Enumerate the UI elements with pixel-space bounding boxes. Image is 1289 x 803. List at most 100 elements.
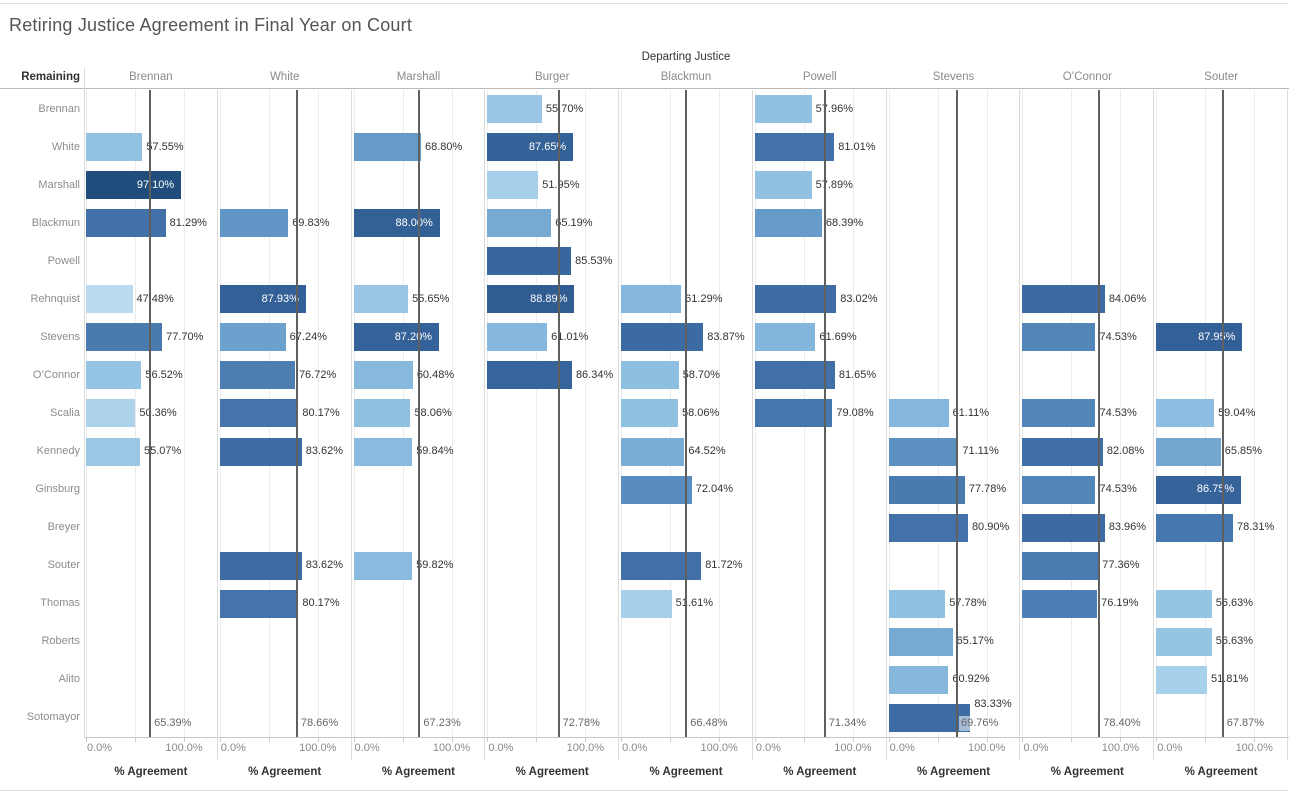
bar-white-stevens[interactable] — [219, 323, 286, 352]
column-header-white[interactable]: White — [269, 71, 300, 83]
row-header-marshall[interactable]: Marshall — [38, 178, 80, 191]
column-header-o-connor[interactable]: O’Connor — [1062, 71, 1112, 83]
bar-white-scalia[interactable] — [219, 399, 299, 428]
column-header-blackmun[interactable]: Blackmun — [660, 71, 712, 83]
bar-powell-rehnquist[interactable] — [754, 285, 837, 314]
bar-burger-brennan[interactable] — [487, 95, 542, 123]
reference-line-label: 66.48% — [688, 716, 730, 731]
bar-o-connor-souter[interactable] — [1022, 551, 1099, 580]
bar-o-connor-scalia[interactable] — [1022, 399, 1096, 428]
bar-o-connor-rehnquist[interactable] — [1022, 285, 1105, 314]
bar-marshall-souter[interactable] — [353, 551, 413, 580]
bar-white-kennedy[interactable] — [219, 437, 302, 466]
row-header-kennedy[interactable]: Kennedy — [36, 445, 80, 458]
bar-brennan-blackmun[interactable] — [86, 209, 166, 238]
bar-stevens-kennedy[interactable] — [888, 437, 959, 466]
bar-stevens-breyer[interactable] — [888, 513, 968, 542]
bar-white-blackmun[interactable] — [219, 209, 289, 238]
bar-powell-blackmun[interactable] — [754, 209, 822, 238]
row-header-rehnquist[interactable]: Rehnquist — [30, 292, 80, 305]
bar-souter-kennedy[interactable] — [1156, 437, 1221, 466]
bar-label: 80.17% — [302, 597, 340, 610]
row-header-alito[interactable]: Alito — [58, 673, 80, 686]
bar-blackmun-souter[interactable] — [621, 551, 702, 580]
bar-powell-marshall[interactable] — [754, 171, 812, 200]
bar-brennan-rehnquist[interactable] — [86, 285, 133, 314]
bar-stevens-alito[interactable] — [888, 665, 949, 694]
bar-brennan-scalia[interactable] — [86, 399, 136, 428]
bar-o-connor-thomas[interactable] — [1022, 589, 1098, 618]
bar-burger-blackmun[interactable] — [487, 209, 552, 238]
bar-souter-breyer[interactable] — [1156, 513, 1233, 542]
bar-marshall-white[interactable] — [353, 133, 421, 162]
bar-burger-rehnquist[interactable] — [487, 285, 575, 314]
bar-powell-o-connor[interactable] — [754, 361, 835, 390]
bar-powell-white[interactable] — [754, 133, 835, 162]
row-header-blackmun[interactable]: Blackmun — [31, 216, 80, 229]
bar-blackmun-scalia[interactable] — [621, 399, 678, 428]
row-header-powell[interactable]: Powell — [47, 254, 80, 267]
bar-marshall-blackmun[interactable] — [353, 209, 440, 238]
bar-stevens-scalia[interactable] — [888, 399, 949, 428]
row-header-o-connor[interactable]: O’Connor — [32, 368, 80, 381]
bar-marshall-scalia[interactable] — [353, 399, 411, 428]
bar-stevens-roberts[interactable] — [888, 627, 953, 656]
bar-powell-stevens[interactable] — [754, 323, 816, 352]
row-header-stevens[interactable]: Stevens — [40, 330, 80, 343]
bar-blackmun-stevens[interactable] — [621, 323, 704, 352]
bar-stevens-ginsburg[interactable] — [888, 475, 965, 504]
row-header-sotomayor[interactable]: Sotomayor — [26, 711, 80, 724]
bar-souter-stevens[interactable] — [1156, 323, 1243, 352]
bar-white-o-connor[interactable] — [219, 361, 295, 390]
row-header-scalia[interactable]: Scalia — [50, 407, 80, 419]
bar-burger-stevens[interactable] — [487, 323, 548, 352]
bar-blackmun-o-connor[interactable] — [621, 361, 679, 390]
bar-souter-ginsburg[interactable] — [1156, 475, 1242, 504]
column-header-burger[interactable]: Burger — [534, 71, 570, 83]
row-header-ginsburg[interactable]: Ginsburg — [35, 483, 80, 496]
bar-brennan-kennedy[interactable] — [86, 437, 140, 466]
bar-brennan-white[interactable] — [86, 133, 143, 162]
bar-powell-brennan[interactable] — [754, 95, 812, 123]
bar-label: 57.78% — [949, 597, 987, 610]
row-header-breyer[interactable]: Breyer — [47, 521, 80, 534]
bar-souter-roberts[interactable] — [1156, 627, 1212, 656]
column-header-souter[interactable]: Souter — [1204, 71, 1239, 83]
bar-o-connor-stevens[interactable] — [1022, 323, 1096, 352]
bar-o-connor-breyer[interactable] — [1022, 513, 1105, 542]
bar-white-rehnquist[interactable] — [219, 285, 306, 314]
row-header-thomas[interactable]: Thomas — [40, 597, 80, 610]
bar-label: 87.93% — [261, 292, 299, 305]
bar-brennan-marshall[interactable] — [86, 171, 182, 200]
row-header-roberts[interactable]: Roberts — [41, 635, 80, 648]
bar-souter-alito[interactable] — [1156, 665, 1207, 694]
reference-line-label: 78.66% — [298, 716, 341, 731]
bar-marshall-rehnquist[interactable] — [353, 285, 409, 314]
bar-brennan-o-connor[interactable] — [86, 361, 142, 390]
column-header-powell[interactable]: Powell — [802, 71, 837, 83]
column-header-stevens[interactable]: Stevens — [932, 71, 975, 83]
bar-marshall-o-connor[interactable] — [353, 361, 413, 390]
column-header-brennan[interactable]: Brennan — [129, 71, 173, 83]
bar-white-thomas[interactable] — [219, 589, 299, 618]
bar-souter-scalia[interactable] — [1156, 399, 1215, 428]
row-header-souter[interactable]: Souter — [47, 559, 80, 572]
bar-blackmun-kennedy[interactable] — [621, 437, 685, 466]
bar-blackmun-thomas[interactable] — [621, 589, 672, 618]
bar-marshall-kennedy[interactable] — [353, 437, 413, 466]
bar-blackmun-ginsburg[interactable] — [621, 475, 692, 504]
bar-o-connor-ginsburg[interactable] — [1022, 475, 1096, 504]
bar-marshall-stevens[interactable] — [353, 323, 439, 352]
bar-stevens-thomas[interactable] — [888, 589, 946, 618]
bar-burger-marshall[interactable] — [487, 171, 539, 200]
bar-burger-powell[interactable] — [487, 247, 572, 276]
row-header-brennan[interactable]: Brennan — [38, 102, 80, 115]
reference-line-powell — [823, 90, 826, 737]
column-header-marshall[interactable]: Marshall — [396, 71, 441, 83]
bar-powell-scalia[interactable] — [754, 399, 833, 428]
bar-blackmun-rehnquist[interactable] — [621, 285, 682, 314]
bar-o-connor-kennedy[interactable] — [1022, 437, 1103, 466]
row-header-white[interactable]: White — [51, 140, 80, 153]
bar-white-souter[interactable] — [219, 551, 302, 580]
bar-souter-thomas[interactable] — [1156, 589, 1212, 618]
